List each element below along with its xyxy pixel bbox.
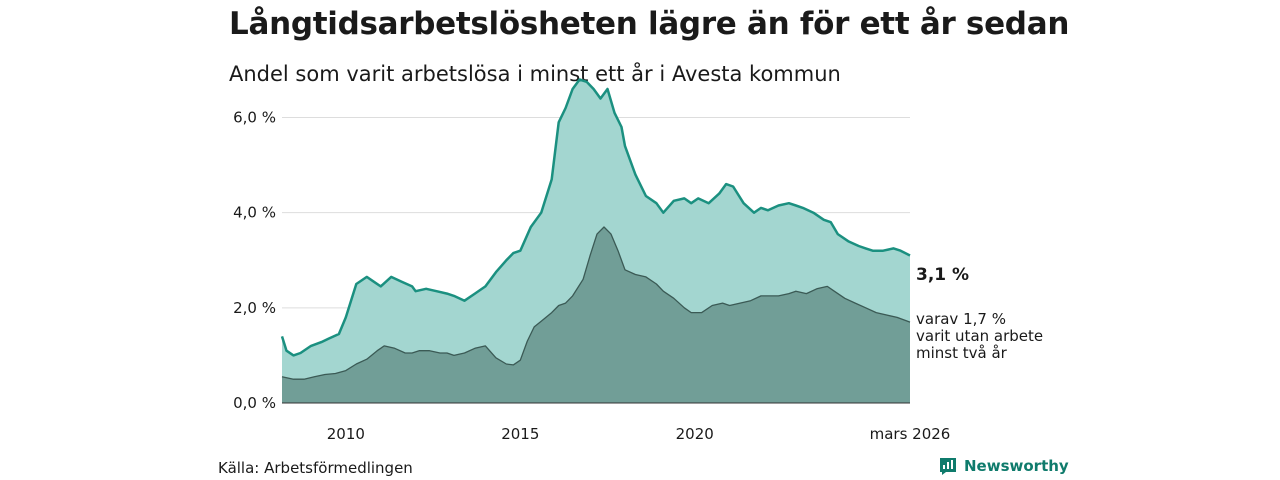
x-tick-label: 2020 <box>676 425 714 443</box>
series-2-area <box>282 227 910 403</box>
newsworthy-icon <box>940 458 956 475</box>
y-tick-label: 0,0 % <box>233 394 276 412</box>
chart-subtitle: Andel som varit arbetslösa i minst ett å… <box>229 62 841 86</box>
series-2-end-label: varav 1,7 % varit utan arbete minst två år <box>916 310 1043 362</box>
x-tick-label: 2015 <box>501 425 539 443</box>
y-tick-label: 6,0 % <box>233 109 276 127</box>
brand-name: Newsworthy <box>964 457 1069 475</box>
x-tick-label: 2010 <box>327 425 365 443</box>
brand-logo: Newsworthy <box>938 456 1069 476</box>
y-tick-label: 2,0 % <box>233 299 276 317</box>
end-labels: 3,1 % varav 1,7 % varit utan arbete minst t… <box>916 265 1043 362</box>
y-tick-label: 4,0 % <box>233 204 276 222</box>
series-2-end-label-line: varav 1,7 % <box>916 310 1006 328</box>
y-axis: 0,0 % 2,0 % 4,0 % 6,0 % <box>233 109 276 412</box>
source-note: Källa: Arbetsförmedlingen <box>218 459 413 477</box>
chart-title: Långtidsarbetslösheten lägre än för ett … <box>229 6 1070 42</box>
series-1-end-label: 3,1 % <box>916 265 969 285</box>
x-axis: 2010 2015 2020 mars 2026 <box>327 425 951 443</box>
area-layer <box>280 78 911 404</box>
series-1-line <box>280 78 911 357</box>
x-tick-label: mars 2026 <box>870 425 951 443</box>
series-2-end-label-line: minst två år <box>916 344 1008 362</box>
series-2-end-label-line: varit utan arbete <box>916 327 1043 345</box>
series-2-line <box>281 226 911 380</box>
